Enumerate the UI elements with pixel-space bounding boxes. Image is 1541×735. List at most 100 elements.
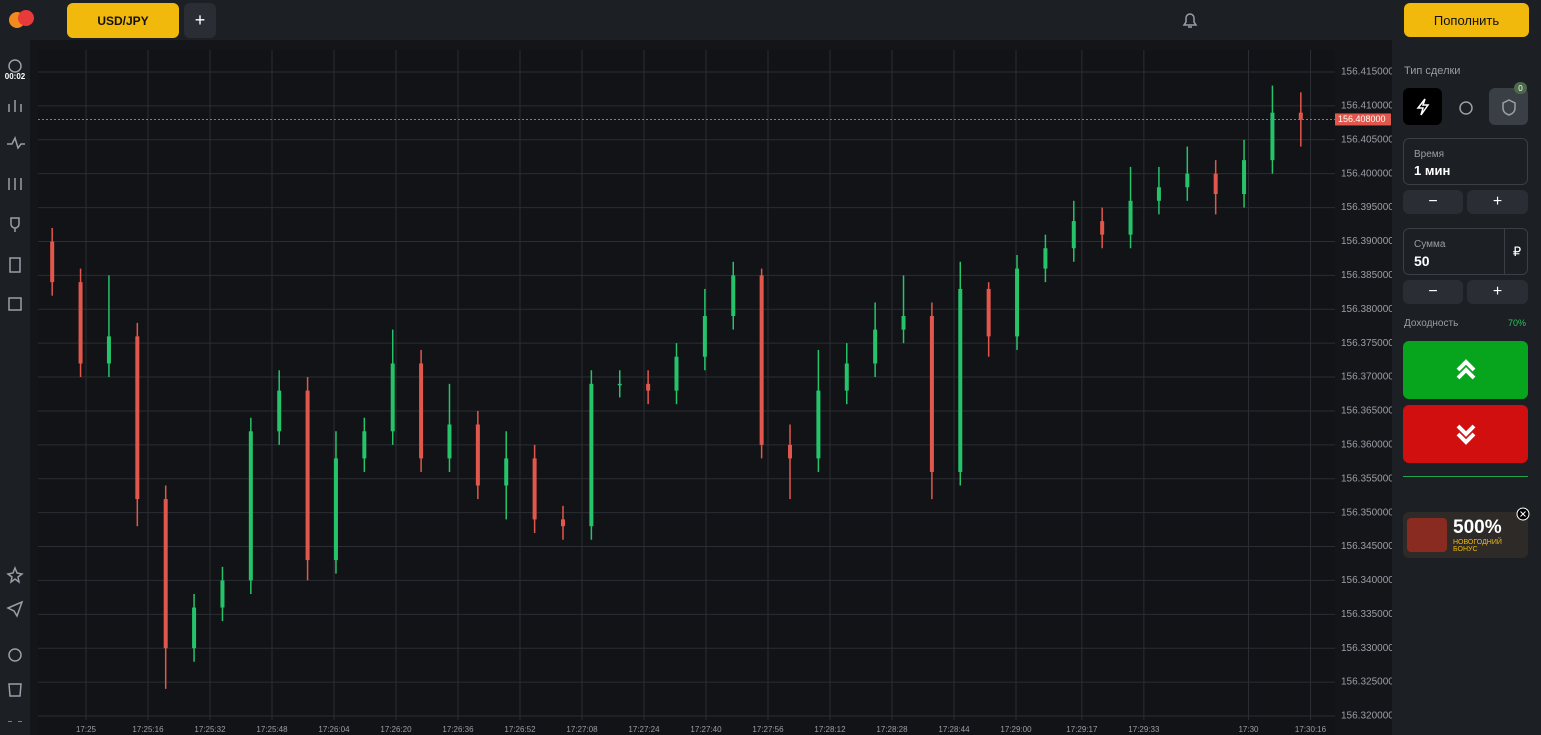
candle-body [50,241,55,283]
sell-down-button[interactable] [1403,405,1528,463]
y-tick-label: 156.360000 [1341,439,1392,450]
x-tick-label: 17:25 [76,725,97,734]
x-tick-label: 17:28:12 [814,725,846,734]
payout-value: 70% [1508,318,1527,328]
payout-label: Доходность [1404,318,1459,329]
y-tick-label: 156.325000 [1341,677,1392,688]
candle-body [617,383,622,386]
sidebar-icons[interactable] [5,52,25,722]
sidebar: 00:02 [0,40,30,735]
candle-body [560,519,565,527]
candle-body [901,316,906,330]
candle-body [362,431,367,459]
candle-body [532,458,537,520]
y-tick-label: 156.355000 [1341,473,1392,484]
chart: 156.415000 156.410000 156.405000 156.400000… [38,50,1392,735]
candle-body [816,390,821,459]
candle-body [1242,160,1247,195]
notifications[interactable] [1180,10,1200,30]
candle-body [844,363,849,391]
buy-up-button[interactable] [1403,341,1528,399]
bonus-text: НОВОГОДНИЙ БОНУС [1453,539,1502,553]
bonus-close[interactable] [1516,507,1530,521]
divider [1403,476,1528,477]
candle-body [106,336,111,364]
candle-body [1156,187,1161,201]
current-price-box [1335,113,1391,126]
x-tick-label: 17:29:17 [1066,725,1098,734]
x-tick-label: 17:29:33 [1128,725,1160,734]
asset-selector[interactable]: USD/JPY [67,3,179,38]
candle-body [305,390,310,561]
deposit-button[interactable]: Пополнить [1404,3,1529,37]
candle-body [1298,112,1303,120]
candle-body [929,316,934,472]
time-label: Время [1414,149,1445,160]
y-tick-label: 156.410000 [1341,101,1392,112]
x-tick-label: 17:30 [1238,725,1259,734]
trade-panel: Тип сделки 0 Время 1 мин − + Сумма 50 ₽ … [1392,40,1541,735]
x-tick-label: 17:26:52 [504,725,536,734]
deal-type-label: Тип сделки [1404,65,1461,77]
y-tick-label: 156.370000 [1341,372,1392,383]
y-tick-label: 156.385000 [1341,270,1392,281]
x-tick-label: 17:28:44 [938,725,970,734]
candle-body [1043,248,1048,269]
candle-body [646,383,651,391]
candle-body [1015,268,1020,337]
time-value: 1 мин [1414,163,1451,178]
candle-body [390,363,395,432]
candle-body [674,356,679,391]
candle-body [504,458,509,486]
y-tick-label: 156.405000 [1341,134,1392,145]
candle-body [419,363,424,459]
x-tick-label: 17:27:08 [566,725,598,734]
timer: 00:02 [4,72,26,81]
y-tick-label: 156.365000 [1341,406,1392,417]
gift-icon [1407,518,1447,552]
x-tick-label: 17:26:04 [318,725,350,734]
candle-body [248,431,253,581]
x-tick-label: 17:27:24 [628,725,660,734]
y-tick-label: 156.320000 [1341,711,1392,722]
deal-type-timer[interactable] [1446,88,1485,125]
time-minus[interactable]: − [1403,190,1463,214]
time-field[interactable]: Время 1 мин [1403,138,1528,185]
add-asset[interactable]: + [184,3,216,38]
amount-minus[interactable]: − [1403,280,1463,304]
candle-body [220,580,225,608]
deal-type-insured[interactable] [1489,88,1528,125]
candle-body [702,316,707,357]
candle-body [163,499,168,649]
bonus-percent: 500% [1453,517,1502,538]
x-tick-label: 17:27:56 [752,725,784,734]
bonus-banner[interactable]: 500% НОВОГОДНИЙ БОНУС [1403,512,1528,558]
candle-body [986,288,991,337]
candle-body [1270,112,1275,161]
x-tick-label: 17:26:20 [380,725,412,734]
time-plus[interactable]: + [1467,190,1528,214]
candle-body [759,275,764,445]
candle-body [1213,173,1218,195]
y-tick-label: 156.415000 [1341,67,1392,78]
current-price-label: 156.408000 [1338,114,1386,124]
candle-body [78,282,83,364]
candle-body [788,444,793,459]
y-tick-label: 156.400000 [1341,168,1392,179]
candle-body [447,424,452,459]
candle-body [135,336,140,500]
asset-name: USD/JPY [97,13,149,28]
x-tick-label: 17:29:00 [1000,725,1032,734]
candle-body [589,383,594,527]
amount-plus[interactable]: + [1467,280,1528,304]
y-tick-label: 156.375000 [1341,338,1392,349]
logo [9,10,34,28]
y-tick-label: 156.335000 [1341,609,1392,620]
amount-label: Сумма [1414,239,1446,250]
y-tick-label: 156.345000 [1341,541,1392,552]
deal-type-turbo[interactable] [1403,88,1442,125]
amount-value: 50 [1414,253,1430,269]
amount-field[interactable]: Сумма 50 ₽ [1403,228,1528,275]
candle-body [873,329,878,364]
